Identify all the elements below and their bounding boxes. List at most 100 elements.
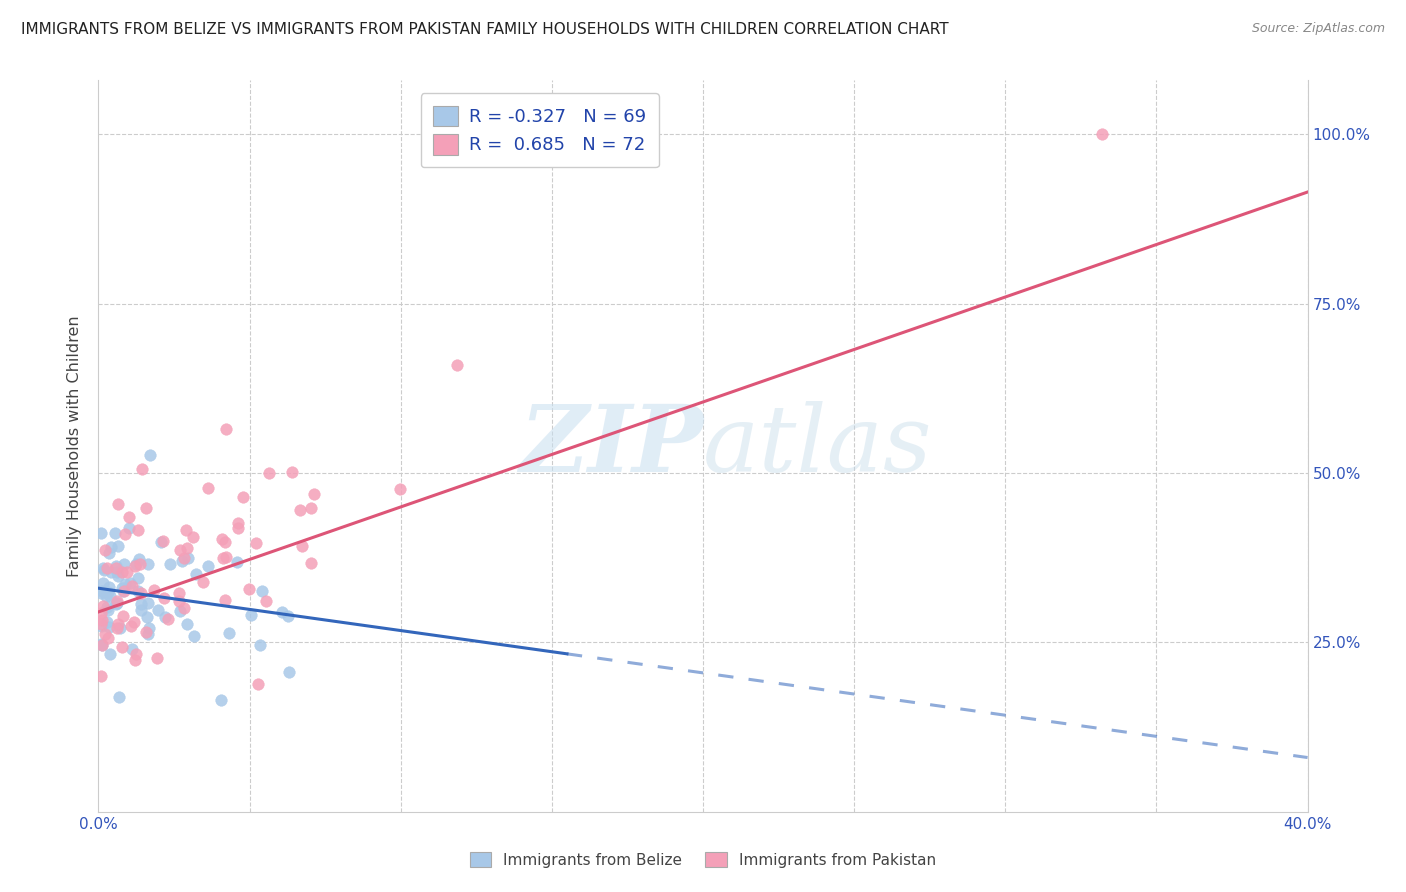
Point (167, 593, 190, 607)
Point (183, 629, 205, 643)
Point (169, 604, 191, 618)
Point (215, 550, 238, 565)
Point (105, 621, 128, 635)
Point (121, 579, 143, 593)
Point (90, 638, 112, 652)
Point (169, 586, 191, 600)
Point (138, 596, 160, 610)
Point (291, 540, 314, 554)
Point (129, 586, 152, 600)
Point (129, 597, 152, 611)
Point (156, 612, 179, 626)
Point (107, 616, 129, 631)
Point (112, 583, 135, 598)
Point (136, 557, 159, 571)
Point (98, 620, 121, 634)
Point (173, 550, 195, 565)
Point (256, 593, 278, 607)
Point (90, 669, 112, 683)
Point (125, 648, 148, 662)
Point (115, 566, 138, 580)
Point (118, 520, 141, 534)
Text: Source: ZipAtlas.com: Source: ZipAtlas.com (1251, 22, 1385, 36)
Point (93, 576, 115, 591)
Point (238, 582, 260, 596)
Point (90, 585, 112, 599)
Point (153, 591, 176, 605)
Point (90, 619, 112, 633)
Point (112, 609, 135, 624)
Point (138, 621, 160, 635)
Point (214, 535, 236, 549)
Point (124, 653, 146, 667)
Point (215, 421, 238, 435)
Point (91, 613, 114, 627)
Point (257, 467, 280, 481)
Point (136, 627, 159, 641)
Point (197, 481, 219, 495)
Point (105, 594, 128, 608)
Point (143, 582, 166, 597)
Point (446, 358, 468, 372)
Point (169, 542, 191, 557)
Point (105, 596, 128, 610)
Point (197, 559, 219, 574)
Point (131, 462, 153, 476)
Point (114, 577, 136, 591)
Point (127, 571, 149, 585)
Point (145, 651, 167, 665)
Point (191, 574, 214, 589)
Point (136, 610, 159, 624)
Point (389, 482, 412, 496)
Text: atlas: atlas (703, 401, 932, 491)
Point (128, 557, 150, 571)
Point (121, 642, 143, 657)
Legend: Immigrants from Belize, Immigrants from Pakistan: Immigrants from Belize, Immigrants from … (464, 846, 942, 873)
Point (105, 561, 128, 575)
Point (124, 558, 146, 573)
Point (118, 509, 141, 524)
Point (90, 637, 112, 651)
Point (209, 693, 232, 707)
Point (111, 581, 134, 595)
Point (97, 546, 120, 560)
Point (124, 557, 146, 571)
Point (212, 551, 235, 566)
Point (131, 602, 153, 616)
Point (211, 533, 233, 547)
Point (214, 592, 236, 607)
Y-axis label: Family Households with Children: Family Households with Children (67, 315, 83, 577)
Point (96, 600, 118, 615)
Point (226, 555, 249, 569)
Point (277, 609, 299, 624)
Point (98, 647, 121, 661)
Point (155, 610, 177, 624)
Point (152, 533, 174, 548)
Point (90, 638, 112, 652)
Point (128, 552, 150, 566)
Point (94, 589, 117, 603)
Point (184, 566, 207, 581)
Point (98, 580, 121, 594)
Point (176, 616, 198, 631)
Point (93, 562, 115, 576)
Point (135, 501, 157, 516)
Point (249, 638, 271, 652)
Point (107, 690, 129, 705)
Point (97, 585, 120, 599)
Point (108, 621, 131, 635)
Point (232, 490, 254, 504)
Point (91, 583, 114, 598)
Text: ZIP: ZIP (519, 401, 703, 491)
Point (127, 523, 149, 537)
Point (159, 557, 181, 571)
Point (90, 617, 112, 632)
Point (94, 627, 117, 641)
Point (270, 605, 292, 619)
Point (247, 677, 270, 691)
Point (104, 525, 127, 540)
Point (112, 557, 135, 571)
Point (112, 583, 135, 598)
Point (100, 540, 122, 554)
Point (1091, 128, 1114, 142)
